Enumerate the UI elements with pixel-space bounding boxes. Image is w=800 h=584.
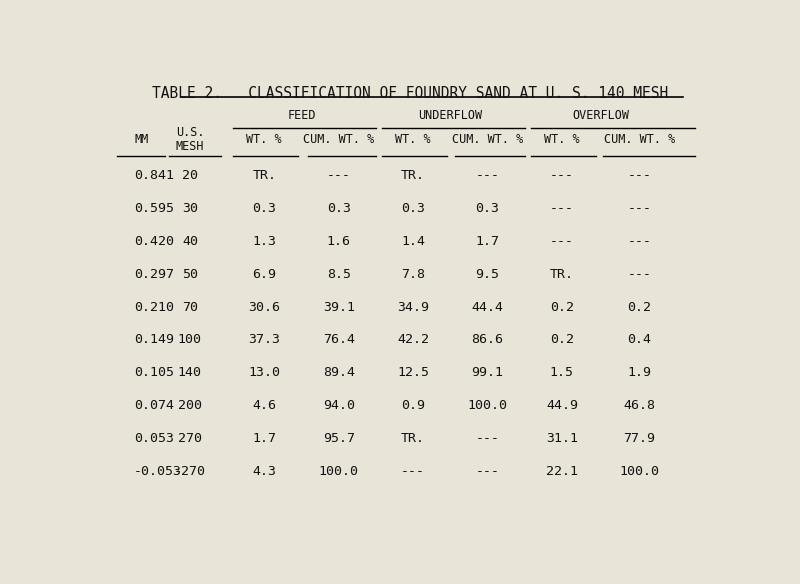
Text: 44.9: 44.9 xyxy=(546,399,578,412)
Text: ---: --- xyxy=(475,432,499,445)
Text: 1.7: 1.7 xyxy=(252,432,276,445)
Text: 0.053: 0.053 xyxy=(134,432,174,445)
Text: 0.2: 0.2 xyxy=(550,333,574,346)
Text: 0.074: 0.074 xyxy=(134,399,174,412)
Text: ---: --- xyxy=(550,202,574,215)
Text: 0.3: 0.3 xyxy=(475,202,499,215)
Text: 76.4: 76.4 xyxy=(322,333,354,346)
Text: 39.1: 39.1 xyxy=(322,301,354,314)
Text: 13.0: 13.0 xyxy=(248,366,280,379)
Text: 4.6: 4.6 xyxy=(252,399,276,412)
Text: 86.6: 86.6 xyxy=(471,333,503,346)
Text: WT. %: WT. % xyxy=(246,133,282,146)
Text: 46.8: 46.8 xyxy=(623,399,655,412)
Text: ---: --- xyxy=(627,235,651,248)
Text: FEED: FEED xyxy=(287,109,316,121)
Text: ---: --- xyxy=(401,465,425,478)
Text: TR.: TR. xyxy=(401,169,425,182)
Text: TR.: TR. xyxy=(401,432,425,445)
Text: 0.420: 0.420 xyxy=(134,235,174,248)
Text: 200: 200 xyxy=(178,399,202,412)
Text: ---: --- xyxy=(550,169,574,182)
Text: 0.2: 0.2 xyxy=(550,301,574,314)
Text: 20: 20 xyxy=(182,169,198,182)
Text: 1.4: 1.4 xyxy=(401,235,425,248)
Text: 1.6: 1.6 xyxy=(326,235,350,248)
Text: -270: -270 xyxy=(174,465,206,478)
Text: ---: --- xyxy=(627,202,651,215)
Text: 9.5: 9.5 xyxy=(475,267,499,281)
Text: 31.1: 31.1 xyxy=(546,432,578,445)
Text: OVERFLOW: OVERFLOW xyxy=(573,109,630,121)
Text: WT. %: WT. % xyxy=(395,133,431,146)
Text: 44.4: 44.4 xyxy=(471,301,503,314)
Text: 1.5: 1.5 xyxy=(550,366,574,379)
Text: 100.0: 100.0 xyxy=(318,465,358,478)
Text: ---: --- xyxy=(550,235,574,248)
Text: MM: MM xyxy=(134,133,148,146)
Text: 0.3: 0.3 xyxy=(252,202,276,215)
Text: 1.3: 1.3 xyxy=(252,235,276,248)
Text: TR.: TR. xyxy=(252,169,276,182)
Text: 0.4: 0.4 xyxy=(627,333,651,346)
Text: ---: --- xyxy=(627,169,651,182)
Text: 95.7: 95.7 xyxy=(322,432,354,445)
Text: U.S.
MESH: U.S. MESH xyxy=(176,126,204,153)
Text: TR.: TR. xyxy=(550,267,574,281)
Text: ---: --- xyxy=(627,267,651,281)
Text: 0.149: 0.149 xyxy=(134,333,174,346)
Text: 0.297: 0.297 xyxy=(134,267,174,281)
Text: 89.4: 89.4 xyxy=(322,366,354,379)
Text: 30: 30 xyxy=(182,202,198,215)
Text: 8.5: 8.5 xyxy=(326,267,350,281)
Text: ---: --- xyxy=(326,169,350,182)
Text: 99.1: 99.1 xyxy=(471,366,503,379)
Text: 0.3: 0.3 xyxy=(401,202,425,215)
Text: 0.210: 0.210 xyxy=(134,301,174,314)
Text: 42.2: 42.2 xyxy=(397,333,429,346)
Text: 140: 140 xyxy=(178,366,202,379)
Text: 34.9: 34.9 xyxy=(397,301,429,314)
Text: 37.3: 37.3 xyxy=(248,333,280,346)
Text: 0.9: 0.9 xyxy=(401,399,425,412)
Text: 22.1: 22.1 xyxy=(546,465,578,478)
Text: 77.9: 77.9 xyxy=(623,432,655,445)
Text: 94.0: 94.0 xyxy=(322,399,354,412)
Text: 12.5: 12.5 xyxy=(397,366,429,379)
Text: CUM. WT. %: CUM. WT. % xyxy=(604,133,675,146)
Text: 6.9: 6.9 xyxy=(252,267,276,281)
Text: WT. %: WT. % xyxy=(544,133,580,146)
Text: TABLE 2.   CLASSIFICATION OF FOUNDRY SAND AT U. S. 140 MESH: TABLE 2. CLASSIFICATION OF FOUNDRY SAND … xyxy=(152,86,668,101)
Text: -0.053: -0.053 xyxy=(134,465,182,478)
Text: 0.105: 0.105 xyxy=(134,366,174,379)
Text: 100: 100 xyxy=(178,333,202,346)
Text: 0.595: 0.595 xyxy=(134,202,174,215)
Text: ---: --- xyxy=(475,169,499,182)
Text: 270: 270 xyxy=(178,432,202,445)
Text: 40: 40 xyxy=(182,235,198,248)
Text: CUM. WT. %: CUM. WT. % xyxy=(303,133,374,146)
Text: 100.0: 100.0 xyxy=(619,465,659,478)
Text: 50: 50 xyxy=(182,267,198,281)
Text: 1.7: 1.7 xyxy=(475,235,499,248)
Text: 7.8: 7.8 xyxy=(401,267,425,281)
Text: 0.3: 0.3 xyxy=(326,202,350,215)
Text: 0.2: 0.2 xyxy=(627,301,651,314)
Text: ---: --- xyxy=(475,465,499,478)
Text: 0.841: 0.841 xyxy=(134,169,174,182)
Text: 1.9: 1.9 xyxy=(627,366,651,379)
Text: 30.6: 30.6 xyxy=(248,301,280,314)
Text: UNDERFLOW: UNDERFLOW xyxy=(418,109,482,121)
Text: CUM. WT. %: CUM. WT. % xyxy=(452,133,523,146)
Text: 100.0: 100.0 xyxy=(467,399,507,412)
Text: 70: 70 xyxy=(182,301,198,314)
Text: 4.3: 4.3 xyxy=(252,465,276,478)
